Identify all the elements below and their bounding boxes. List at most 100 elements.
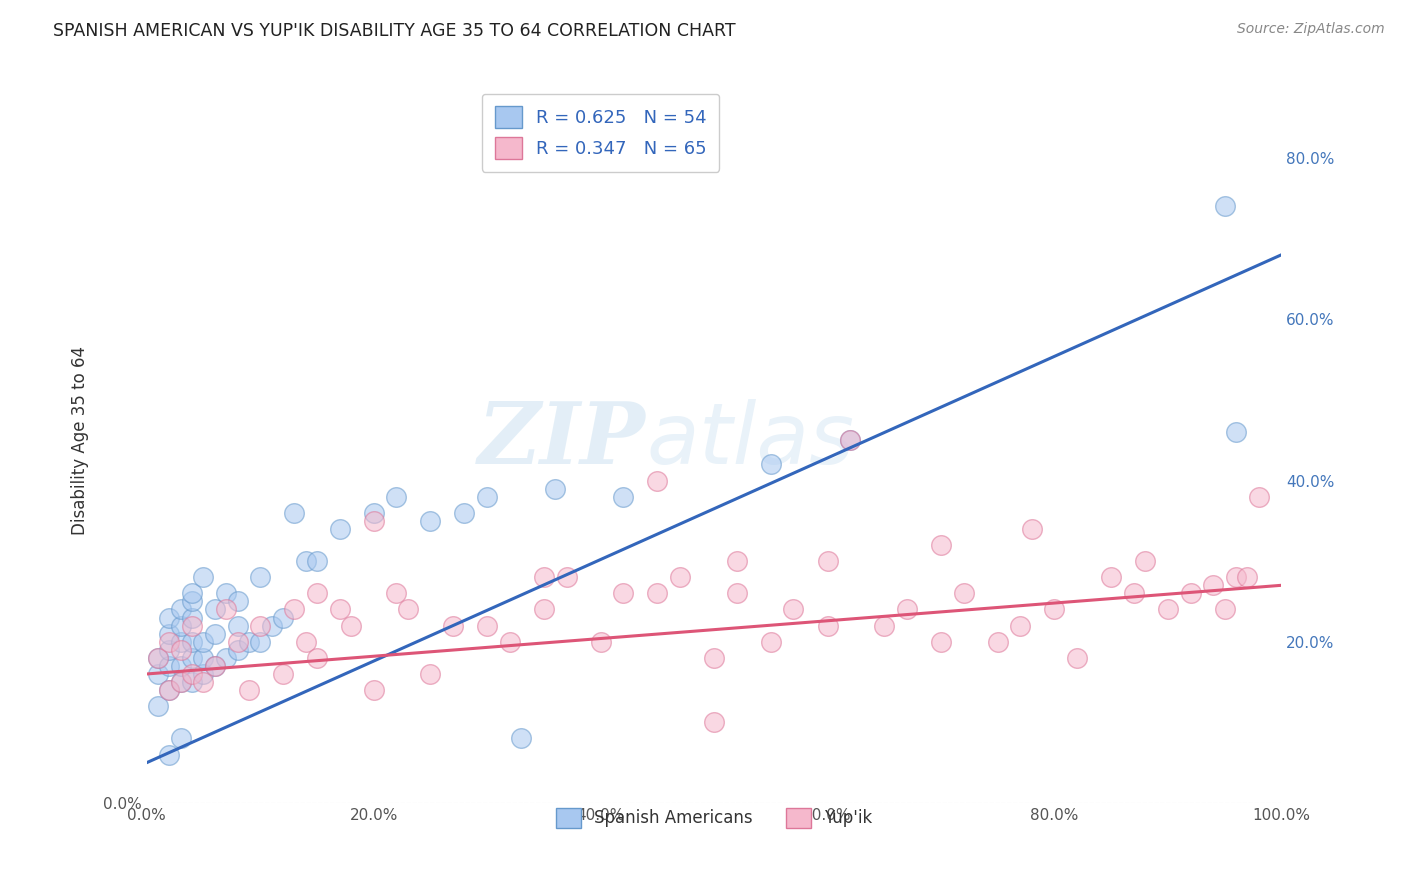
Point — [170, 659, 193, 673]
Point — [475, 490, 498, 504]
Point — [181, 675, 204, 690]
Point — [159, 634, 181, 648]
Point — [215, 586, 238, 600]
Point — [782, 602, 804, 616]
Point — [1099, 570, 1122, 584]
Point — [669, 570, 692, 584]
Point — [759, 458, 782, 472]
Point — [419, 514, 441, 528]
Point — [260, 618, 283, 632]
Point — [725, 586, 748, 600]
Point — [271, 667, 294, 681]
Point — [1236, 570, 1258, 584]
Point — [703, 715, 725, 730]
Point — [159, 610, 181, 624]
Point — [170, 731, 193, 746]
Point — [215, 651, 238, 665]
Point — [1213, 199, 1236, 213]
Point — [181, 618, 204, 632]
Point — [612, 490, 634, 504]
Point — [159, 747, 181, 762]
Point — [499, 634, 522, 648]
Point — [363, 514, 385, 528]
Point — [647, 474, 669, 488]
Point — [1202, 578, 1225, 592]
Text: Source: ZipAtlas.com: Source: ZipAtlas.com — [1237, 22, 1385, 37]
Point — [159, 659, 181, 673]
Point — [703, 651, 725, 665]
Point — [647, 586, 669, 600]
Point — [340, 618, 363, 632]
Point — [952, 586, 974, 600]
Point — [329, 602, 352, 616]
Point — [146, 651, 169, 665]
Point — [1213, 602, 1236, 616]
Point — [817, 554, 839, 568]
Y-axis label: Disability Age 35 to 64: Disability Age 35 to 64 — [72, 346, 89, 534]
Point — [146, 699, 169, 714]
Point — [181, 586, 204, 600]
Point — [204, 626, 226, 640]
Point — [533, 570, 555, 584]
Point — [181, 667, 204, 681]
Point — [305, 586, 328, 600]
Point — [759, 634, 782, 648]
Point — [533, 602, 555, 616]
Point — [363, 683, 385, 698]
Point — [1135, 554, 1157, 568]
Point — [385, 490, 408, 504]
Point — [238, 634, 260, 648]
Point — [204, 659, 226, 673]
Point — [510, 731, 533, 746]
Point — [283, 602, 305, 616]
Point — [181, 594, 204, 608]
Point — [170, 634, 193, 648]
Point — [612, 586, 634, 600]
Text: atlas: atlas — [645, 399, 853, 482]
Point — [1021, 522, 1043, 536]
Point — [305, 554, 328, 568]
Point — [725, 554, 748, 568]
Point — [226, 618, 249, 632]
Point — [305, 651, 328, 665]
Point — [283, 506, 305, 520]
Point — [159, 626, 181, 640]
Point — [1066, 651, 1088, 665]
Point — [193, 651, 215, 665]
Point — [204, 659, 226, 673]
Point — [896, 602, 918, 616]
Point — [441, 618, 464, 632]
Point — [238, 683, 260, 698]
Point — [544, 482, 567, 496]
Point — [170, 642, 193, 657]
Point — [170, 675, 193, 690]
Point — [226, 634, 249, 648]
Point — [1122, 586, 1144, 600]
Point — [1225, 570, 1247, 584]
Point — [817, 618, 839, 632]
Point — [589, 634, 612, 648]
Point — [1225, 425, 1247, 439]
Point — [193, 570, 215, 584]
Point — [226, 642, 249, 657]
Point — [873, 618, 896, 632]
Point — [1247, 490, 1270, 504]
Point — [329, 522, 352, 536]
Text: ZIP: ZIP — [478, 399, 645, 482]
Point — [146, 651, 169, 665]
Point — [1010, 618, 1032, 632]
Legend: Spanish Americans, Yup'ik: Spanish Americans, Yup'ik — [548, 801, 879, 835]
Point — [249, 570, 271, 584]
Point — [271, 610, 294, 624]
Point — [839, 433, 862, 447]
Point — [396, 602, 419, 616]
Point — [170, 675, 193, 690]
Point — [1157, 602, 1180, 616]
Point — [453, 506, 475, 520]
Point — [181, 634, 204, 648]
Point — [226, 594, 249, 608]
Point — [204, 602, 226, 616]
Point — [555, 570, 578, 584]
Point — [181, 651, 204, 665]
Point — [159, 683, 181, 698]
